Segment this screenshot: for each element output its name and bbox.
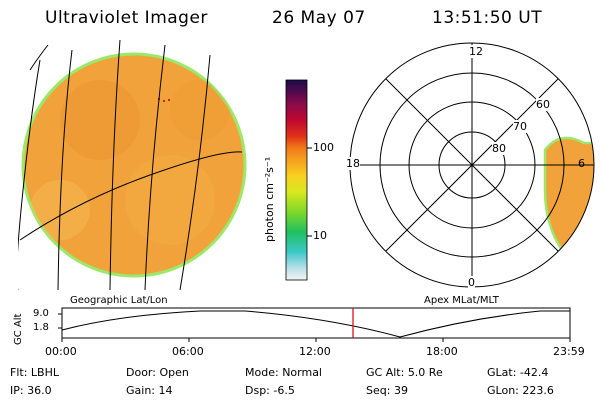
mlt-label-0: 0 <box>468 276 475 289</box>
field-ip-key: IP: <box>10 384 24 397</box>
field-gain: Gain: 14 <box>126 384 173 397</box>
field-glon: GLon: 223.6 <box>487 384 554 397</box>
field-gain-value: 14 <box>158 384 173 397</box>
field-dsp-key: Dsp: <box>245 384 270 397</box>
field-seq: Seq: 39 <box>366 384 408 397</box>
lat-label-60: 60 <box>536 98 550 111</box>
date-label: 26 May 07 <box>272 8 366 28</box>
polar-grid <box>349 42 595 288</box>
altitude-xtick-2: 12:00 <box>299 345 331 358</box>
lat-label-70: 70 <box>513 120 527 133</box>
field-ip-value: 36.0 <box>27 384 52 397</box>
colorbar-unit-label: photon cm⁻²s⁻¹ <box>263 156 276 242</box>
colorbar-tick-10: 10 <box>313 229 327 242</box>
time-label: 13:51:50 UT <box>432 8 543 28</box>
altitude-strip <box>58 307 571 342</box>
mlt-label-6: 6 <box>578 157 585 170</box>
field-seq-key: Seq: <box>366 384 391 397</box>
field-filter-key: Flt: <box>10 366 28 379</box>
instrument-title: Ultraviolet Imager <box>45 8 208 28</box>
field-gain-key: Gain: <box>126 384 155 397</box>
field-filter-value: LBHL <box>30 366 59 379</box>
field-mode-value: Normal <box>282 366 322 379</box>
field-glon-key: GLon: <box>487 384 519 397</box>
field-ip: IP: 36.0 <box>10 384 52 397</box>
geographic-image-panel <box>18 40 247 290</box>
field-dsp: Dsp: -6.5 <box>245 384 295 397</box>
field-dsp-value: -6.5 <box>273 384 295 397</box>
altitude-xtick-1: 06:00 <box>172 345 204 358</box>
earth-disk <box>21 52 247 278</box>
field-glat-value: -42.4 <box>519 366 549 379</box>
field-glon-value: 223.6 <box>522 384 554 397</box>
field-door: Door: Open <box>126 366 189 379</box>
field-door-key: Door: <box>126 366 156 379</box>
polar-plot <box>349 42 595 288</box>
colorbar-tick-100: 100 <box>313 141 334 154</box>
field-glat-key: GLat: <box>487 366 517 379</box>
mlt-label-18: 18 <box>346 157 360 170</box>
altitude-ylabel: GC Alt <box>13 313 24 345</box>
mlt-label-12: 12 <box>469 45 483 58</box>
field-gc-alt: GC Alt: 5.0 Re <box>366 366 443 379</box>
right-panel-caption: Apex MLat/MLT <box>424 295 499 306</box>
field-filter: Flt: LBHL <box>10 366 59 379</box>
lat-label-80: 80 <box>492 142 506 155</box>
left-panel-caption: Geographic Lat/Lon <box>70 295 168 306</box>
disk-noise <box>30 80 230 245</box>
colorbar <box>285 79 308 281</box>
field-glat: GLat: -42.4 <box>487 366 548 379</box>
latlon-grid <box>18 40 243 290</box>
field-door-value: Open <box>159 366 189 379</box>
altitude-xtick-3: 18:00 <box>426 345 458 358</box>
altitude-xtick-4: 23:59 <box>553 345 585 358</box>
altitude-ytick-top: 9.0 <box>33 308 49 319</box>
field-mode-key: Mode: <box>245 366 279 379</box>
field-seq-value: 39 <box>393 384 408 397</box>
altitude-plot-frame <box>61 307 571 339</box>
altitude-ytick-bottom: 1.8 <box>33 322 49 333</box>
altitude-xtick-0: 00:00 <box>45 345 77 358</box>
altitude-curve <box>61 310 570 338</box>
field-mode: Mode: Normal <box>245 366 322 379</box>
field-gc-alt-value: 5.0 Re <box>407 366 443 379</box>
field-gc-alt-key: GC Alt: <box>366 366 405 379</box>
